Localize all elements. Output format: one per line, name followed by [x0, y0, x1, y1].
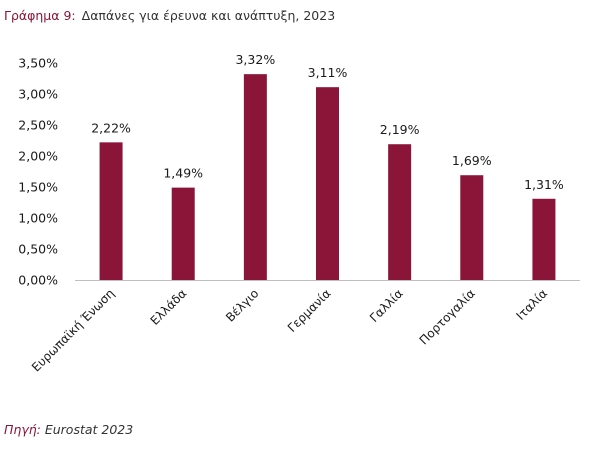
bar	[460, 175, 484, 280]
data-label: 1,69%	[452, 153, 492, 168]
y-tick-label: 2,00%	[18, 149, 58, 164]
source-note: Πηγή: Eurostat 2023	[4, 422, 133, 437]
y-tick-label: 0,50%	[18, 242, 58, 257]
y-tick-label: 1,00%	[18, 211, 58, 226]
data-label: 2,22%	[91, 120, 131, 135]
data-label: 1,49%	[163, 166, 203, 181]
x-tick-label: Ιταλία	[513, 286, 550, 323]
x-tick-label: Γερμανία	[285, 286, 334, 335]
bar-chart: 0,00% 0,50% 1,00% 1,50% 2,00% 2,50% 3,00% 3,50%…	[18, 52, 580, 374]
y-tick-label: 0,00%	[18, 273, 58, 288]
caption-text: Δαπάνες για έρευνα και ανάπτυξη, 2023	[81, 8, 336, 23]
data-label: 2,19%	[380, 122, 420, 137]
bar	[243, 74, 267, 280]
x-tick-label: Γαλλία	[367, 286, 406, 325]
source-label: Πηγή:	[4, 422, 41, 437]
x-tick-label: Ελλάδα	[148, 286, 190, 328]
y-tick-label: 3,00%	[18, 87, 58, 102]
bar	[316, 87, 339, 281]
bar	[388, 144, 412, 280]
source-text: Eurostat 2023	[44, 422, 134, 437]
chart-caption: Γράφημα 9: Δαπάνες για έρευνα και ανάπτυξ…	[4, 8, 335, 23]
data-label: 1,31%	[524, 177, 564, 192]
bar	[171, 187, 195, 280]
bar	[99, 142, 123, 280]
x-tick-label: Ευρωπαϊκή Ένωση	[29, 286, 117, 374]
x-tick-label: Βέλγιο	[223, 286, 261, 324]
x-tick-label: Πορτογαλία	[417, 286, 478, 347]
data-label: 3,11%	[308, 65, 348, 80]
caption-label: Γράφημα 9:	[4, 8, 76, 23]
y-tick-label: 1,50%	[18, 180, 58, 195]
data-label: 3,32%	[235, 52, 275, 67]
y-tick-label: 2,50%	[18, 118, 58, 133]
y-tick-label: 3,50%	[18, 56, 58, 71]
bar	[532, 198, 556, 280]
